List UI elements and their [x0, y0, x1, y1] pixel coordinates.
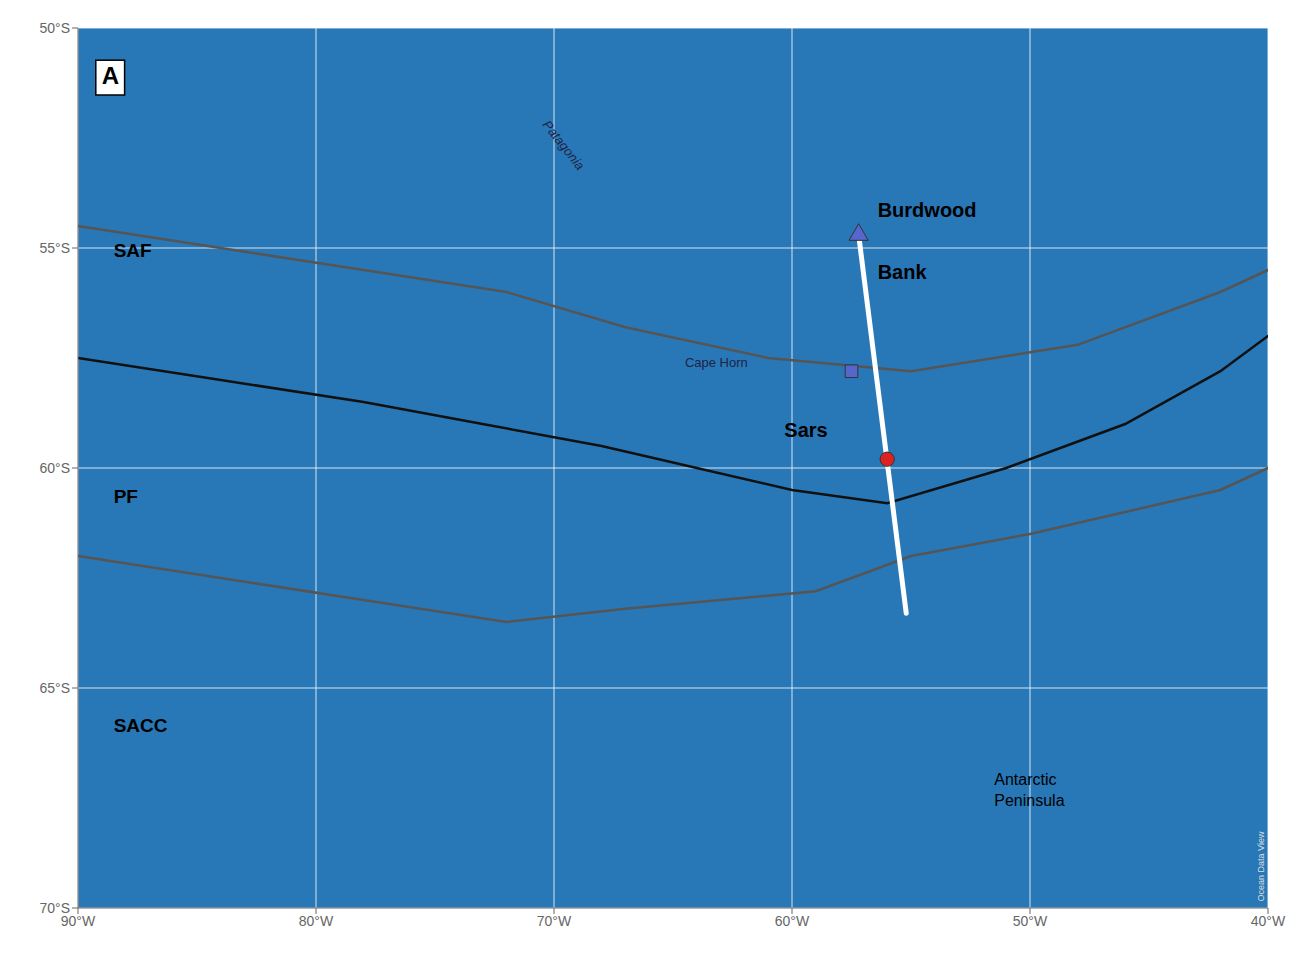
svg-text:70°W: 70°W [537, 913, 572, 929]
svg-text:Ocean Data View: Ocean Data View [1256, 831, 1266, 901]
svg-text:Bank: Bank [878, 261, 928, 283]
svg-text:60°S: 60°S [39, 460, 70, 476]
svg-text:40°W: 40°W [1251, 913, 1286, 929]
svg-text:60°W: 60°W [775, 913, 810, 929]
svg-text:A: A [102, 62, 119, 89]
svg-text:SAF: SAF [114, 240, 152, 261]
svg-text:55°S: 55°S [39, 240, 70, 256]
svg-text:Sars: Sars [784, 419, 827, 441]
svg-text:PF: PF [114, 486, 138, 507]
svg-text:50°S: 50°S [39, 20, 70, 36]
svg-text:Burdwood: Burdwood [878, 199, 977, 221]
svg-text:70°S: 70°S [39, 900, 70, 916]
svg-text:SACC: SACC [114, 715, 168, 736]
svg-text:Patagonia: Patagonia [540, 117, 588, 172]
svg-text:65°S: 65°S [39, 680, 70, 696]
svg-text:80°W: 80°W [299, 913, 334, 929]
svg-text:Cape Horn: Cape Horn [685, 355, 748, 370]
svg-text:AntarcticPeninsula: AntarcticPeninsula [994, 771, 1064, 809]
svg-text:50°W: 50°W [1013, 913, 1048, 929]
svg-text:90°W: 90°W [60, 912, 96, 929]
